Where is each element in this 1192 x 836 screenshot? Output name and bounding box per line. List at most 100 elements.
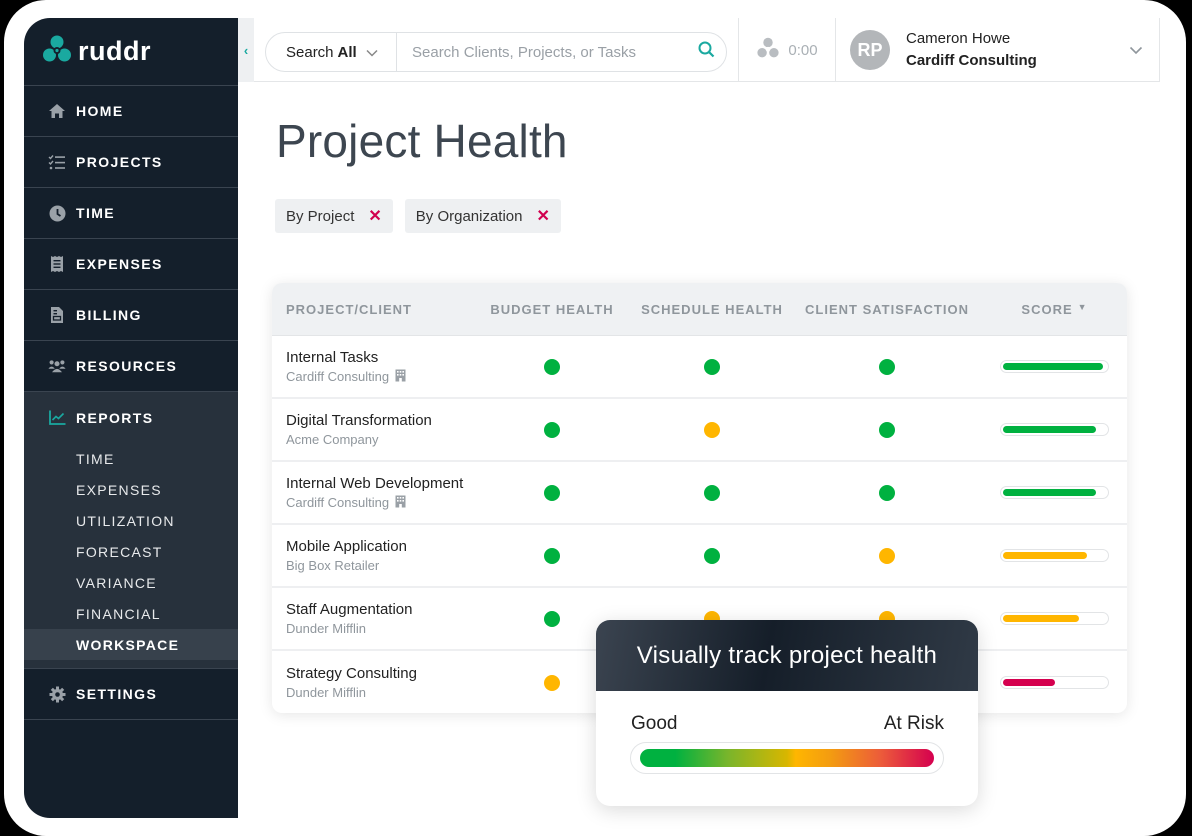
- reports-sub-time[interactable]: TIME: [76, 450, 115, 467]
- schedule-status-dot: [704, 421, 720, 438]
- ruddr-logo-icon: [42, 34, 72, 69]
- sidebar-item-home[interactable]: HOME: [24, 86, 238, 137]
- project-name[interactable]: Internal Web Development: [286, 474, 464, 492]
- sidebar-item-projects[interactable]: PROJECTS: [24, 137, 238, 188]
- reports-sub-workspace[interactable]: WORKSPACE: [24, 629, 238, 660]
- client-name: Acme Company: [286, 432, 379, 447]
- user-organization: Cardiff Consulting: [906, 52, 1037, 69]
- table-row[interactable]: Digital Transformation Acme Company: [272, 399, 1127, 462]
- logo[interactable]: ruddr: [24, 18, 238, 86]
- close-icon[interactable]: ✕: [536, 208, 550, 225]
- client-name: Dunder Mifflin: [286, 685, 366, 700]
- score-bar: [1000, 676, 1109, 689]
- table-header: PROJECT/CLIENT BUDGET HEALTH SCHEDULE HE…: [272, 283, 1127, 336]
- table-row[interactable]: Internal Tasks Cardiff Consulting: [272, 336, 1127, 399]
- filter-chip-by-project[interactable]: By Project ✕: [275, 199, 393, 233]
- budget-status-dot: [544, 358, 560, 375]
- budget-status-dot: [544, 674, 560, 691]
- filter-chips: By Project ✕ By Organization ✕: [275, 199, 561, 233]
- reports-sub-forecast[interactable]: FORECAST: [76, 543, 163, 560]
- timer-button[interactable]: 0:00: [738, 18, 836, 82]
- chevron-left-icon: ‹: [243, 42, 249, 58]
- satisfaction-status-dot: [879, 484, 895, 501]
- search-icon: [698, 41, 715, 63]
- schedule-status-dot: [704, 358, 720, 375]
- score-bar: [1000, 612, 1109, 625]
- filter-chip-by-organization[interactable]: By Organization ✕: [404, 199, 561, 233]
- legend-gradient-bar: [630, 742, 944, 774]
- budget-status-dot: [544, 547, 560, 564]
- table-row[interactable]: Internal Web Development Cardiff Consult…: [272, 462, 1127, 525]
- user-name: Cameron Howe: [906, 30, 1011, 47]
- sidebar-item-settings[interactable]: SETTINGS: [24, 669, 238, 720]
- reports-sub-variance[interactable]: VARIANCE: [76, 574, 157, 591]
- receipt-icon: [48, 255, 66, 273]
- people-icon: [48, 357, 66, 375]
- score-bar-fill: [1003, 426, 1096, 433]
- reports-group: REPORTS TIME EXPENSES UTILIZATION FORECA…: [24, 392, 238, 669]
- reports-sub-expenses[interactable]: EXPENSES: [76, 481, 162, 498]
- building-icon: [395, 495, 406, 511]
- legend-at-risk-label: At Risk: [883, 713, 944, 734]
- schedule-status-dot: [704, 547, 720, 564]
- column-header-client-satisfaction[interactable]: CLIENT SATISFACTION: [805, 301, 969, 317]
- schedule-status-dot: [704, 484, 720, 501]
- checklist-icon: [48, 153, 66, 171]
- close-icon[interactable]: ✕: [368, 208, 382, 225]
- project-name[interactable]: Internal Tasks: [286, 348, 379, 366]
- project-name[interactable]: Digital Transformation: [286, 412, 432, 429]
- score-bar-fill: [1003, 615, 1080, 622]
- building-icon: [395, 369, 406, 385]
- top-bar: Search All 0:00 RP Cameron Howe: [254, 18, 1160, 82]
- legend-title: Visually track project health: [596, 620, 978, 691]
- sidebar-collapse-button[interactable]: ‹: [238, 18, 254, 82]
- timer-icon: [756, 37, 780, 63]
- sidebar-item-billing[interactable]: BILLING: [24, 290, 238, 341]
- sidebar-item-expenses[interactable]: EXPENSES: [24, 239, 238, 290]
- timer-value: 0:00: [788, 41, 818, 59]
- score-bar: [1000, 486, 1109, 499]
- health-legend-card: Visually track project health Good At Ri…: [596, 620, 978, 806]
- client-name: Cardiff Consulting: [286, 495, 390, 510]
- search-input[interactable]: [397, 43, 686, 61]
- column-header-budget-health[interactable]: BUDGET HEALTH: [490, 301, 614, 317]
- search-scope-dropdown[interactable]: Search All: [266, 33, 397, 71]
- user-menu[interactable]: RP Cameron Howe Cardiff Consulting: [850, 18, 1160, 82]
- project-health-table: PROJECT/CLIENT BUDGET HEALTH SCHEDULE HE…: [272, 283, 1127, 713]
- column-header-score[interactable]: SCORE ▼: [1021, 301, 1088, 317]
- clock-icon: [48, 204, 66, 222]
- budget-status-dot: [544, 610, 560, 627]
- score-bar-fill: [1003, 679, 1055, 686]
- budget-status-dot: [544, 484, 560, 501]
- satisfaction-status-dot: [879, 547, 895, 564]
- client-name: Big Box Retailer: [286, 558, 380, 573]
- search-button[interactable]: [686, 41, 726, 63]
- score-bar: [1000, 549, 1109, 562]
- sort-desc-icon: ▼: [1077, 301, 1088, 312]
- project-name[interactable]: Staff Augmentation: [286, 601, 413, 618]
- home-icon: [48, 102, 66, 120]
- table-row[interactable]: Mobile Application Big Box Retailer: [272, 525, 1127, 588]
- column-header-project-client[interactable]: PROJECT/CLIENT: [286, 301, 412, 317]
- sidebar: ruddr HOME PROJECTS TIME EXPENSES: [24, 18, 238, 818]
- invoice-icon: [48, 306, 66, 324]
- page-title: Project Health: [276, 115, 568, 167]
- project-name[interactable]: Mobile Application: [286, 538, 407, 555]
- column-header-schedule-health[interactable]: SCHEDULE HEALTH: [641, 301, 783, 317]
- avatar: RP: [850, 30, 890, 70]
- gear-icon: [48, 685, 66, 703]
- logo-text: ruddr: [78, 36, 151, 66]
- sidebar-item-resources[interactable]: RESOURCES: [24, 341, 238, 392]
- legend-good-label: Good: [631, 713, 678, 734]
- satisfaction-status-dot: [879, 358, 895, 375]
- table-row[interactable]: Strategy Consulting Dunder Mifflin: [272, 651, 1127, 713]
- score-bar: [1000, 360, 1109, 373]
- client-name: Cardiff Consulting: [286, 369, 390, 384]
- budget-status-dot: [544, 421, 560, 438]
- sidebar-item-reports[interactable]: REPORTS: [24, 392, 238, 443]
- reports-sub-utilization[interactable]: UTILIZATION: [76, 512, 175, 529]
- reports-sub-financial[interactable]: FINANCIAL: [76, 605, 161, 622]
- sidebar-item-time[interactable]: TIME: [24, 188, 238, 239]
- project-name[interactable]: Strategy Consulting: [286, 665, 417, 682]
- chart-line-icon: [48, 409, 66, 427]
